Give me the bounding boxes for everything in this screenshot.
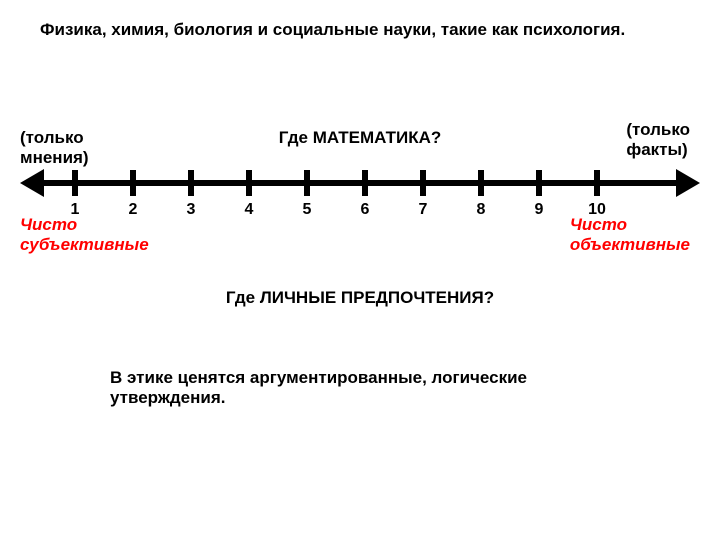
tick-label: 7	[419, 201, 428, 218]
tick-label: 5	[303, 201, 312, 218]
right-red-label: Чисто объективные	[570, 215, 690, 255]
right-red-line1: Чисто	[570, 215, 690, 235]
tick-label: 6	[361, 201, 370, 218]
left-red-line1: Чисто	[20, 215, 149, 235]
tick-label: 3	[187, 201, 196, 218]
question-preferences: Где ЛИЧНЫЕ ПРЕДПОЧТЕНИЯ?	[0, 288, 720, 308]
tick-label: 8	[477, 201, 486, 218]
right-red-line2: объективные	[570, 235, 690, 255]
top-paragraph: Физика, химия, биология и социальные нау…	[40, 20, 680, 40]
tick-label: 4	[245, 201, 254, 218]
slide: Физика, химия, биология и социальные нау…	[0, 0, 720, 540]
bottom-paragraph: В этике ценятся аргументированные, логич…	[110, 368, 630, 408]
left-red-line2: субъективные	[20, 235, 149, 255]
tick-label: 9	[535, 201, 544, 218]
question-mathematics: Где МАТЕМАТИКА?	[0, 128, 720, 148]
left-red-label: Чисто субъективные	[20, 215, 149, 255]
